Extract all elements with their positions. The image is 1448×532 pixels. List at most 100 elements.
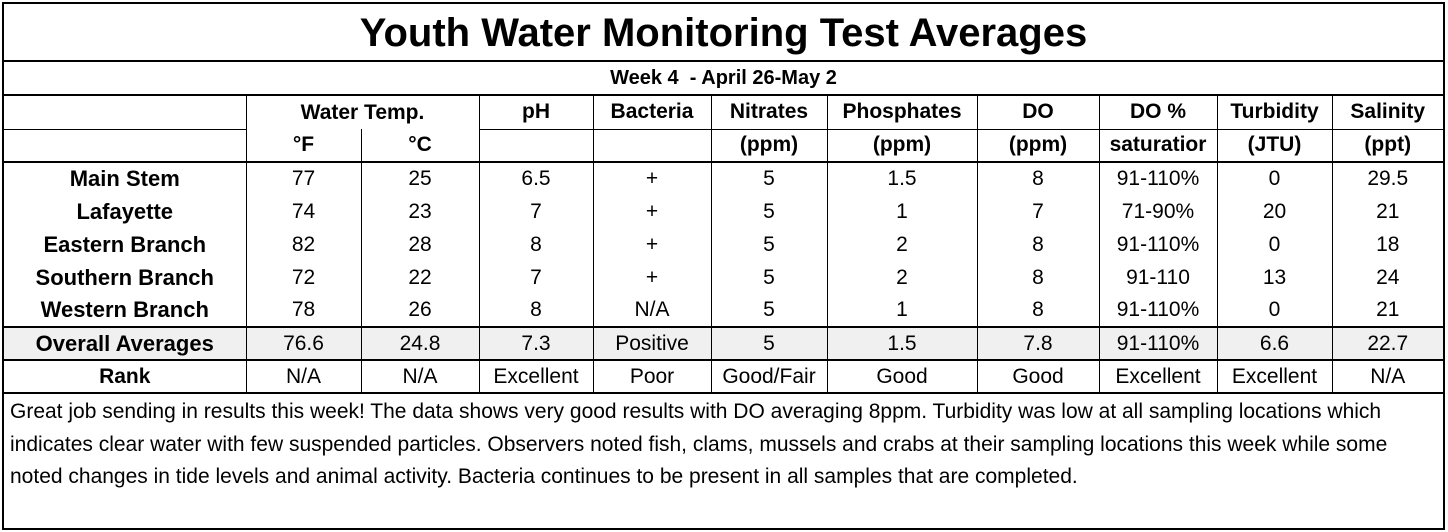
station-name: Southern Branch [35, 264, 214, 290]
header-do: DO [976, 96, 1099, 130]
cell-do: 8 [976, 162, 1099, 195]
cell-turbidity: 0 [1216, 294, 1332, 327]
avg-do-percent: 91-110% [1098, 326, 1217, 360]
cell-do-percent: 91-110 [1098, 261, 1217, 294]
cell-do: 8 [976, 261, 1099, 294]
header-blank [4, 96, 246, 130]
cell-ph: 7 [478, 261, 593, 294]
cell-nitrates: 5 [710, 228, 827, 261]
avg-nitrates: 5 [710, 326, 827, 360]
cell-do: 8 [976, 294, 1099, 327]
cell-phosphates: 1.5 [826, 162, 977, 195]
unit-celsius: °C [360, 129, 479, 163]
cell-phosphates: 2 [826, 261, 977, 294]
cell-do-percent: 91-110% [1098, 228, 1217, 261]
rank-label: Rank [4, 359, 246, 394]
cell-bacteria: N/A [592, 294, 711, 327]
cell-temp-f: 72 [245, 261, 361, 294]
rank-salinity: N/A [1331, 359, 1443, 394]
summary-comment: Great job sending in results this week! … [10, 400, 1388, 488]
report-title: Youth Water Monitoring Test Averages [4, 4, 1443, 62]
week-subtitle: Week 4 - April 26-May 2 [4, 62, 1443, 96]
header-phosphates: Phosphates [826, 96, 977, 130]
cell-do-percent: 91-110% [1098, 294, 1217, 327]
unit-salinity: (ppt) [1331, 129, 1443, 163]
cell-do-percent: 71-90% [1098, 195, 1217, 228]
cell-nitrates: 5 [710, 195, 827, 228]
cell-turbidity: 20 [1216, 195, 1332, 228]
station-name: Main Stem [69, 166, 180, 191]
averages-label: Overall Averages [4, 326, 246, 360]
cell-temp-f: 77 [245, 162, 361, 195]
cell-phosphates: 1 [826, 195, 977, 228]
cell-salinity: 18 [1331, 228, 1443, 261]
cell-bacteria: + [592, 162, 711, 195]
rank-bacteria: Poor [592, 359, 711, 394]
header-ph: pH [478, 96, 593, 130]
unit-do-saturation: saturatior [1098, 129, 1217, 163]
cell-temp-c: 28 [360, 228, 479, 261]
cell-temp-f: 78 [245, 294, 361, 327]
header-bacteria: Bacteria [592, 96, 711, 130]
cell-turbidity: 0 [1216, 228, 1332, 261]
cell-nitrates: 5 [710, 294, 827, 327]
unit-ph [478, 129, 593, 163]
cell-ph: 7 [478, 195, 593, 228]
table-row: Eastern Branch 82 28 8 + 5 2 8 91-110% 0… [4, 228, 1443, 261]
table-row: Western Branch 78 26 8 N/A 5 1 8 91-110%… [4, 294, 1443, 327]
avg-do: 7.8 [976, 326, 1099, 360]
header-do-percent: DO % [1098, 96, 1217, 130]
rank-nitrates: Good/Fair [710, 359, 827, 394]
unit-do: (ppm) [976, 129, 1099, 163]
overall-averages-row: Overall Averages 76.6 24.8 7.3 Positive … [4, 326, 1443, 360]
avg-turbidity: 6.6 [1216, 326, 1332, 360]
header-water-temp: Water Temp. [245, 96, 479, 129]
rank-phosphates: Good [826, 359, 977, 394]
cell-salinity: 24 [1331, 261, 1443, 294]
station-name: Western Branch [40, 297, 209, 322]
cell-temp-f: 82 [245, 228, 361, 261]
cell-do-percent: 91-110% [1098, 162, 1217, 195]
header-turbidity: Turbidity [1216, 96, 1332, 130]
cell-bacteria: + [592, 195, 711, 228]
cell-temp-c: 22 [360, 261, 479, 294]
cell-salinity: 21 [1331, 294, 1443, 327]
cell-temp-c: 26 [360, 294, 479, 327]
table-row: Main Stem 77 25 6.5 + 5 1.5 8 91-110% 0 … [4, 162, 1443, 195]
table-row: Southern Branch 72 22 7 + 5 2 8 91-110 1… [4, 261, 1443, 294]
header-row-units: °F °C (ppm) (ppm) (ppm) saturatior (JTU)… [4, 129, 1443, 163]
cell-turbidity: 13 [1216, 261, 1332, 294]
cell-temp-c: 23 [360, 195, 479, 228]
rank-turbidity: Excellent [1216, 359, 1332, 394]
cell-ph: 8 [478, 228, 593, 261]
unit-turbidity: (JTU) [1216, 129, 1332, 163]
cell-do: 7 [976, 195, 1099, 228]
cell-do: 8 [976, 228, 1099, 261]
cell-ph: 8 [478, 294, 593, 327]
cell-nitrates: 5 [710, 261, 827, 294]
avg-salinity: 22.7 [1331, 326, 1443, 360]
cell-temp-c: 25 [360, 162, 479, 195]
cell-nitrates: 5 [710, 162, 827, 195]
rank-row: Rank N/A N/A Excellent Poor Good/Fair Go… [4, 359, 1443, 394]
cell-bacteria: + [592, 261, 711, 294]
avg-temp-c: 24.8 [360, 326, 479, 360]
cell-bacteria: + [592, 228, 711, 261]
header-row-parameters: Water Temp. pH Bacteria Nitrates Phospha… [4, 96, 1443, 130]
results-table: Water Temp. pH Bacteria Nitrates Phospha… [4, 96, 1443, 394]
unit-nitrates: (ppm) [710, 129, 827, 163]
rank-ph: Excellent [478, 359, 593, 394]
rank-temp-f: N/A [245, 359, 361, 394]
station-name: Lafayette [76, 198, 174, 224]
cell-phosphates: 1 [826, 294, 977, 327]
rank-do-percent: Excellent [1098, 359, 1217, 394]
avg-ph: 7.3 [478, 326, 593, 360]
rank-do: Good [976, 359, 1099, 394]
cell-salinity: 21 [1331, 195, 1443, 228]
cell-temp-f: 74 [245, 195, 361, 228]
header-nitrates: Nitrates [710, 96, 827, 130]
table-row: Lafayette 74 23 7 + 5 1 7 71-90% 20 21 [4, 195, 1443, 228]
avg-temp-f: 76.6 [245, 326, 361, 360]
station-name: Eastern Branch [43, 231, 207, 257]
